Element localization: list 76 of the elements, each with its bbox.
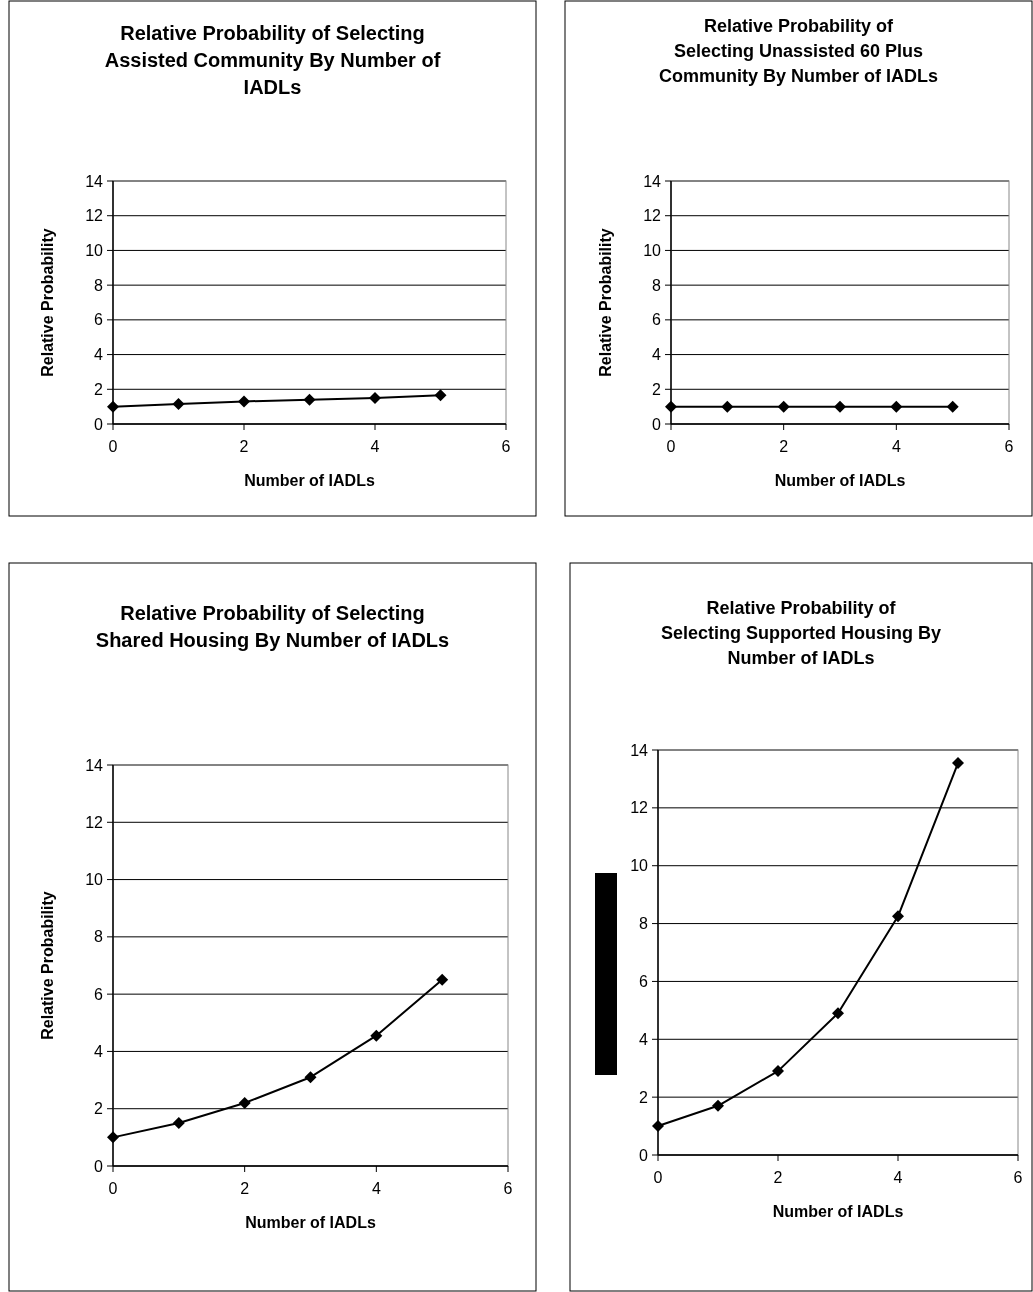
y-tick-label: 6 [652,311,662,329]
point [304,1071,317,1084]
y-tick-label: 10 [643,242,662,260]
chart-title: Relative Probability of Selecting Supported Housing By Number of IADLs [660,598,942,668]
y-tick-label: 14 [630,741,649,759]
y-tick-label: 14 [85,756,104,774]
y-tick-label: 2 [639,1088,649,1106]
point [369,391,381,404]
y-tick-label: 8 [639,915,649,933]
point [772,1065,784,1078]
x-tick-label: 4 [371,1180,381,1197]
chart-title: Relative Probability of Selecting Assisted Community By Number of IADLs [104,22,441,98]
y-tick-label: 0 [94,415,104,433]
y-tick-label: 0 [94,1157,104,1175]
y-tick-label: 14 [85,172,104,190]
y-tick-label: 8 [94,928,104,946]
x-tick-label: 4 [891,438,901,455]
point [370,1029,383,1042]
x-axis-title: Number of IADLs [772,1203,904,1220]
point [892,910,904,923]
y-axis-title: Relative Probability [39,228,56,377]
y-tick-label: 4 [652,346,662,364]
point [303,393,316,406]
point [107,1131,119,1144]
x-tick-label: 6 [501,438,511,455]
y-tick-label: 10 [85,242,104,260]
point [832,1007,844,1020]
chart-title: Relative Probability of Selecting Shared Housing By Number of IADLs [95,602,450,651]
point [434,389,447,402]
y-tick-label: 12 [85,207,104,225]
y-tick-label: 6 [639,973,649,991]
point [952,757,964,770]
point [107,400,119,413]
point [436,973,449,986]
y-tick-label: 4 [639,1030,649,1048]
x-tick-label: 0 [108,1180,118,1197]
point [238,395,250,408]
x-tick-label: 6 [503,1180,513,1197]
chart-title: Relative Probability of Selecting Unassisted 60 Plus Community By Number of IADLs [658,16,939,86]
x-tick-label: 4 [893,1169,903,1186]
y-tick-label: 8 [652,276,662,294]
point [238,1096,251,1109]
x-tick-label: 2 [240,1180,250,1197]
x-tick-label: 0 [108,438,118,455]
x-tick-label: 2 [773,1169,783,1186]
x-axis-title: Number of IADLs [244,472,375,489]
y-tick-label: 12 [85,813,104,831]
point [172,1117,185,1130]
y-tick-label: 14 [643,172,662,190]
x-tick-label: 6 [1013,1169,1023,1186]
y-tick-label: 6 [94,311,104,329]
y-tick-label: 2 [94,380,104,398]
y-tick-label: 6 [94,985,104,1003]
y-tick-label: 0 [639,1146,649,1164]
x-axis-title: Number of IADLs [245,1214,376,1231]
x-tick-label: 2 [239,438,249,455]
y-tick-label: 2 [652,380,662,398]
y-tick-label: 2 [94,1100,104,1118]
y-axis-title: Relative Probability [597,228,614,377]
point [172,398,185,411]
x-tick-label: 4 [370,438,380,455]
y-tick-label: 4 [94,346,104,364]
y-tick-label: 12 [630,799,649,817]
point [652,1120,664,1133]
y-tick-label: 10 [630,857,649,875]
y-tick-label: 10 [85,871,104,889]
x-tick-label: 2 [779,438,789,455]
y-tick-label: 4 [94,1043,104,1061]
y-tick-label: 0 [652,415,662,433]
point [712,1099,724,1112]
x-axis-title: Number of IADLs [774,472,906,489]
y-axis-title: Relative Probability [39,891,56,1040]
y-tick-label: 12 [643,207,662,225]
x-tick-label: 6 [1004,438,1014,455]
x-tick-label: 0 [666,438,676,455]
y-tick-label: 8 [94,276,104,294]
